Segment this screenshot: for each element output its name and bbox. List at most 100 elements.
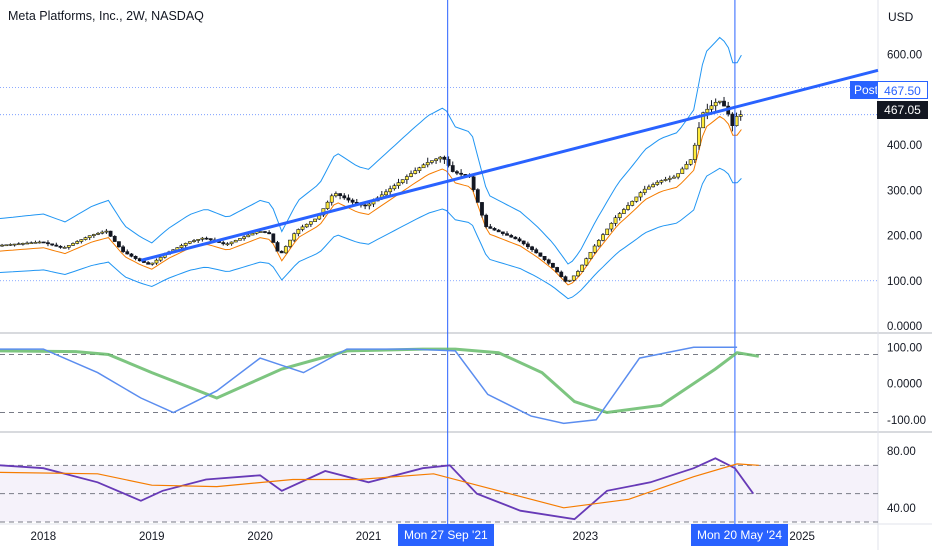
candle-body — [21, 243, 25, 245]
candle-body — [125, 251, 130, 255]
candle-body — [534, 249, 539, 254]
candle-body — [150, 262, 155, 265]
candle-body — [263, 231, 267, 233]
candle-body — [488, 226, 493, 229]
candle-body — [500, 231, 505, 234]
rsi-band-fill — [0, 465, 878, 522]
major-trendline — [140, 68, 879, 262]
candle-body — [325, 201, 330, 209]
candle-body — [601, 234, 605, 241]
candle-body — [434, 158, 438, 161]
candle-body — [91, 234, 96, 236]
candle-body — [121, 246, 125, 252]
candle-body — [154, 259, 159, 264]
rsi-axis-tick-label: 80.00 — [887, 446, 916, 458]
candle-body — [233, 239, 238, 243]
post-price-value: 467.50 — [877, 81, 928, 99]
candle-body — [54, 244, 59, 247]
candle-body — [225, 243, 230, 246]
price-axis-tick-label: 300.00 — [887, 185, 922, 197]
candle-body — [62, 247, 67, 249]
candle-body — [471, 176, 476, 190]
candle-body — [409, 173, 413, 177]
candle-body — [609, 223, 614, 230]
candle-body — [459, 172, 464, 175]
candle-body — [250, 233, 255, 236]
candle-body — [446, 159, 451, 166]
candle-body — [238, 238, 242, 241]
candle-body — [592, 245, 597, 253]
oscillator-axis-tick-label: 0.0000 — [887, 379, 922, 391]
candle-body — [204, 237, 209, 240]
candle-body — [71, 243, 75, 246]
time-axis-tick-label: 2021 — [356, 531, 382, 543]
candle-body — [613, 217, 618, 224]
candle-body — [304, 223, 309, 228]
candle-body — [697, 127, 701, 146]
candle-body — [117, 241, 121, 248]
candle-body — [730, 113, 735, 126]
candle-body — [208, 238, 213, 241]
candle-body — [29, 242, 34, 244]
time-axis-tick-label: 2025 — [789, 531, 815, 543]
candle-body — [12, 243, 17, 246]
candle-body — [626, 205, 630, 210]
currency-label[interactable]: USD — [888, 10, 914, 24]
candle-body — [617, 213, 622, 218]
candle-body — [475, 189, 480, 203]
candle-body — [663, 179, 668, 181]
candle-body — [4, 244, 9, 247]
post-price-tag: Post — [850, 81, 883, 99]
candle-body — [192, 240, 196, 242]
rsi-axis-tick-label: 40.00 — [887, 503, 916, 515]
candle-body — [404, 176, 409, 180]
candle-body — [267, 232, 272, 235]
candle-body — [25, 242, 29, 245]
price-axis-tick-label: 100.00 — [887, 276, 922, 288]
candle-body — [8, 244, 13, 246]
candle-body — [717, 100, 722, 103]
candle-body — [334, 193, 338, 197]
candle-body — [517, 238, 522, 242]
rsi-ma-line — [0, 463, 759, 509]
candle-body — [104, 230, 109, 233]
candle-body — [33, 242, 38, 244]
candle-body — [651, 184, 655, 188]
crosshair-date-badge-2: Mon 20 May '24 — [691, 524, 789, 546]
candle-body — [676, 173, 681, 178]
candle-body — [480, 202, 484, 216]
candle-body — [684, 164, 689, 170]
candle-body — [450, 165, 455, 172]
candle-body — [367, 203, 372, 207]
candle-body — [146, 262, 151, 265]
candle-body — [100, 231, 105, 234]
candle-body — [567, 279, 572, 282]
candle-body — [634, 196, 639, 202]
candle-body — [442, 156, 447, 160]
candle-body — [46, 242, 50, 245]
candle-body — [388, 188, 393, 193]
time-axis-tick-label: 2020 — [247, 531, 273, 543]
candle-body — [605, 228, 610, 235]
candle-body — [108, 230, 113, 237]
candle-body — [563, 276, 568, 282]
candle-body — [705, 108, 710, 114]
candle-body — [525, 243, 530, 248]
oscillator-axis-tick-label: 100.00 — [887, 342, 922, 354]
candle-body — [271, 233, 276, 243]
candle-body — [350, 199, 355, 203]
candle-body — [559, 271, 564, 277]
candle-body — [179, 245, 184, 248]
candle-body — [242, 236, 247, 239]
candle-body — [421, 164, 426, 169]
candle-body — [734, 116, 739, 126]
time-axis-tick-label: 2019 — [139, 531, 165, 543]
candle-body — [37, 241, 42, 244]
candle-body — [292, 233, 297, 241]
candle-body — [363, 204, 368, 207]
candle-body — [275, 242, 280, 252]
candle-body — [79, 239, 84, 242]
candle-body — [738, 114, 743, 117]
candle-body — [642, 188, 647, 193]
